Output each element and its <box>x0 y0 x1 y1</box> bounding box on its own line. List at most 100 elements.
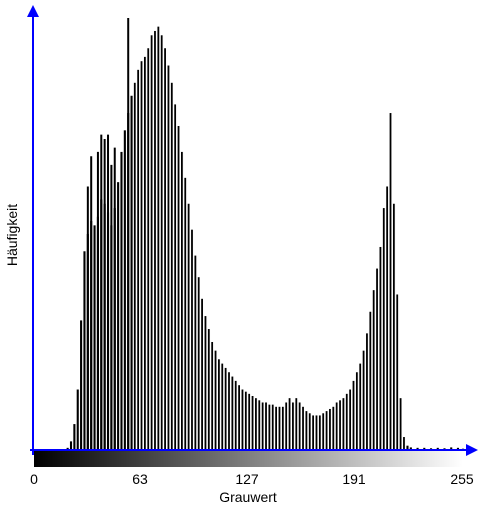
histogram-bar <box>218 359 221 450</box>
histogram-bar <box>228 372 231 450</box>
histogram-bar <box>207 329 211 450</box>
histogram-bar <box>399 398 402 450</box>
y-axis-label: Häufigkeit <box>4 203 20 267</box>
histogram-bar <box>416 447 419 450</box>
histogram-bars <box>66 26 465 451</box>
histogram-bar <box>376 268 379 450</box>
histogram-bar <box>298 402 301 450</box>
histogram-bar <box>160 35 163 450</box>
histogram-bar <box>133 82 136 451</box>
histogram-bar <box>409 447 412 450</box>
x-tick-label: 63 <box>132 471 148 487</box>
histogram-bar <box>382 208 385 450</box>
histogram-bar <box>187 203 190 450</box>
histogram-bar <box>318 415 322 450</box>
histogram-bar <box>386 186 389 451</box>
histogram-bar <box>315 415 318 450</box>
histogram-bar <box>184 177 187 450</box>
histogram-bar <box>93 225 96 450</box>
histogram-bar <box>403 437 406 450</box>
histogram-bar <box>423 447 426 450</box>
histogram-bar <box>362 350 365 450</box>
histogram-bar <box>204 316 207 450</box>
histogram-bar <box>140 61 143 450</box>
histogram-bar <box>224 367 227 450</box>
histogram-bar <box>261 402 264 450</box>
x-tick-label: 191 <box>342 471 366 487</box>
histogram-bar <box>312 415 315 450</box>
histogram-bar <box>329 408 332 450</box>
histogram-bar <box>69 441 73 450</box>
histogram-bar <box>191 229 194 450</box>
histogram-bar <box>349 389 352 450</box>
histogram-bar <box>275 406 278 450</box>
histogram-bar <box>345 393 348 450</box>
histogram-bar <box>308 413 311 450</box>
x-tick-label: 255 <box>450 471 474 487</box>
histogram-bar <box>339 400 342 450</box>
histogram-bar <box>255 398 258 450</box>
histogram-bar <box>332 406 335 450</box>
histogram-bar <box>251 396 254 450</box>
grayscale-gradient-bar <box>34 450 463 467</box>
histogram-bar <box>120 151 123 451</box>
histogram-bar <box>292 402 295 450</box>
histogram-bar <box>197 277 200 450</box>
histogram-bar <box>143 56 147 450</box>
histogram-bar <box>271 404 274 450</box>
histogram-bar <box>278 406 281 450</box>
histogram-bar <box>305 411 308 450</box>
histogram-bar <box>117 182 120 450</box>
x-axis-label: Grauwert <box>219 489 277 505</box>
histogram-bar <box>295 398 298 450</box>
x-tick-label: 0 <box>30 471 38 487</box>
histogram-bar <box>268 404 271 450</box>
histogram-bar <box>322 413 325 450</box>
histogram-bar <box>396 294 399 450</box>
histogram-bar <box>244 391 248 450</box>
histogram-bar <box>150 35 153 450</box>
histogram-bar <box>436 447 439 450</box>
histogram-bar <box>238 385 241 450</box>
histogram-bar <box>369 311 372 450</box>
histogram-bar <box>147 48 150 451</box>
histogram-bar <box>177 126 180 450</box>
histogram-bar <box>265 402 268 450</box>
histogram-bar <box>66 447 69 450</box>
histogram-bar <box>288 398 291 450</box>
histogram-bar <box>214 350 217 450</box>
histogram-bar <box>231 376 234 450</box>
histogram-bar <box>248 393 251 450</box>
histogram-bar <box>342 398 345 450</box>
x-tick-label: 127 <box>235 471 259 487</box>
histogram-bar <box>83 251 86 450</box>
x-axis-arrow-icon <box>466 444 478 456</box>
histogram-bar <box>170 82 173 451</box>
histogram-bar <box>352 380 355 450</box>
histogram-gap-lines <box>135 18 406 449</box>
histogram-bar <box>392 203 396 450</box>
histogram-bar <box>285 402 288 450</box>
histogram-bar <box>355 372 359 450</box>
histogram-bar <box>389 113 392 450</box>
histogram-bar <box>335 402 338 450</box>
histogram-bar <box>359 363 362 450</box>
histogram-bar <box>76 389 79 450</box>
histogram-bar <box>174 104 177 451</box>
histogram-bar <box>123 130 126 450</box>
histogram-bar <box>456 447 459 450</box>
histogram-bar <box>211 342 214 450</box>
histogram-bar <box>372 290 375 450</box>
histogram-bar <box>80 320 83 450</box>
histogram-bar <box>241 389 244 450</box>
histogram-bar <box>201 298 204 450</box>
histogram-bar <box>137 69 140 450</box>
histogram-bar <box>450 447 453 450</box>
histogram-bar <box>234 380 237 450</box>
histogram-bar <box>130 95 133 450</box>
histogram-bar <box>157 26 160 450</box>
histogram-bar <box>73 424 76 450</box>
histogram-bar <box>325 411 328 450</box>
histogram-bar <box>302 406 305 450</box>
